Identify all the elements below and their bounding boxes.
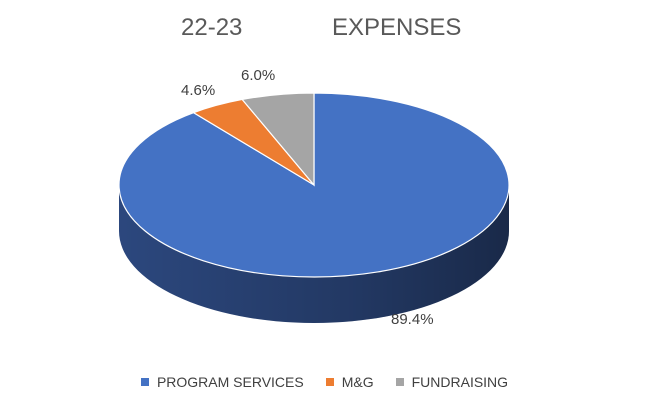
- legend-item-fundraising: FUNDRAISING: [395, 374, 509, 390]
- legend-label-fundraising: FUNDRAISING: [411, 374, 509, 390]
- chart-title-expenses: EXPENSES: [332, 14, 462, 41]
- legend-swatch-program-services: [140, 378, 149, 386]
- data-label-program-services: 89.4%: [391, 311, 434, 328]
- legend-item-program-services: PROGRAM SERVICES: [140, 374, 304, 390]
- pie-side-shade-program-services: [119, 185, 509, 323]
- legend: PROGRAM SERVICES M&G FUNDRAISING: [0, 374, 649, 390]
- legend-swatch-fundraising: [395, 378, 404, 386]
- legend-item-mg: M&G: [325, 374, 374, 390]
- data-label-fundraising: 6.0%: [241, 67, 275, 84]
- legend-swatch-mg: [325, 378, 334, 386]
- pie-slice-fundraising: [241, 92, 315, 187]
- legend-label-program-services: PROGRAM SERVICES: [156, 374, 304, 390]
- data-label-m-g: 4.6%: [181, 82, 215, 99]
- chart-title-year: 22-23: [181, 14, 243, 41]
- legend-label-mg: M&G: [341, 374, 374, 390]
